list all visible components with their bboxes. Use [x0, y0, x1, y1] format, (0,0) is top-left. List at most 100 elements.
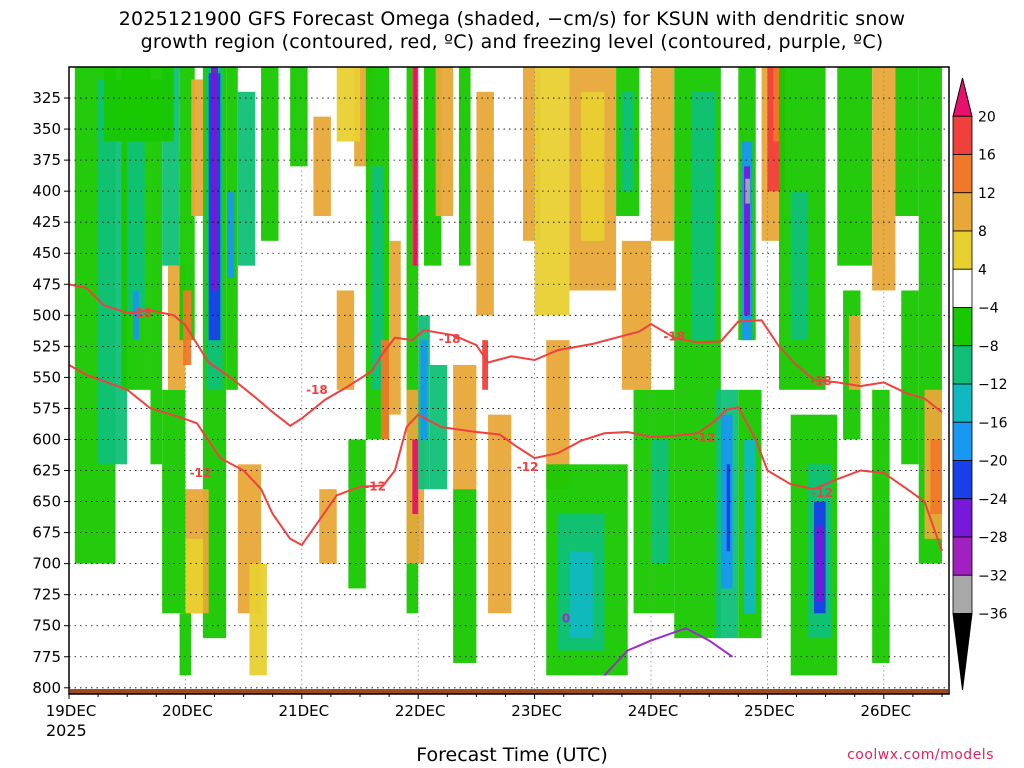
y-tick-label: 725 [32, 586, 61, 604]
omega-cell [435, 67, 454, 216]
y-tick-label: 625 [32, 462, 61, 480]
x-axis: 19DEC 20DEC 21DEC 22DEC 23DEC 24DEC 25DEC 26DEC [46, 694, 943, 720]
contour-label: -18 [810, 374, 832, 388]
contour-label: -12 [694, 431, 716, 445]
y-tick-label: 425 [32, 213, 61, 231]
contour-line [69, 364, 943, 552]
colorbar-label: −24 [978, 492, 1008, 508]
omega-cell [872, 67, 896, 291]
y-tick-label: 450 [32, 244, 61, 262]
x-tick-label: 22DEC [395, 702, 446, 720]
colorbar-swatch [952, 345, 973, 385]
omega-cell [872, 389, 890, 663]
plot-frame [68, 66, 950, 695]
y-tick-label: 525 [32, 337, 61, 355]
omega-cell [651, 67, 675, 241]
colorbar-arrow-bottom [952, 613, 973, 691]
omega-cell [389, 240, 401, 415]
y-tick-label: 575 [32, 399, 61, 417]
colorbar-swatch [952, 574, 973, 614]
ground-band [70, 689, 948, 694]
x-tick-label: 20DEC [162, 702, 213, 720]
omega-cell [103, 67, 174, 142]
omega-cell [482, 340, 489, 390]
contour-label: -18 [130, 306, 152, 320]
ground-surface [70, 689, 948, 694]
omega-cell [816, 526, 824, 601]
omega-cell [744, 166, 750, 316]
omega-cell [453, 364, 477, 490]
y-tick-label: 475 [32, 275, 61, 293]
colorbar-label: −32 [978, 568, 1008, 584]
contour-label: -18 [663, 329, 685, 343]
x-axis-year: 2025 [46, 721, 87, 740]
y-tick-label: 550 [32, 368, 61, 386]
omega-cell [185, 538, 203, 614]
colorbar-swatch [952, 192, 973, 232]
omega-cell [336, 290, 355, 390]
contour-line [69, 283, 943, 428]
omega-cell [895, 67, 919, 216]
y-tick-label: 500 [32, 306, 61, 324]
contours [69, 283, 943, 677]
omega-cell [179, 67, 195, 341]
omega-cell [458, 67, 471, 266]
contour-label: -12 [364, 480, 386, 494]
credit-link[interactable]: coolwx.com/models [847, 747, 994, 763]
omega-cell [313, 116, 331, 216]
chart-title: 2025121900 GFS Forecast Omega (shaded, −… [118, 8, 906, 53]
omega-cell [290, 67, 308, 167]
colorbar-label: 12 [978, 186, 996, 202]
x-tick-label: 26DEC [861, 702, 912, 720]
y-tick-label: 750 [32, 617, 61, 635]
omega-cell [413, 67, 418, 266]
contour-label: -12 [517, 460, 539, 474]
omega-cell [211, 67, 218, 291]
colorbar-label: 8 [978, 224, 987, 240]
y-tick-label: 325 [32, 89, 61, 107]
omega-cell [237, 91, 256, 266]
y-tick-label: 350 [32, 120, 61, 138]
x-tick-label: 24DEC [628, 702, 679, 720]
y-tick-label: 650 [32, 493, 61, 511]
y-tick-label: 400 [32, 182, 61, 200]
colorbar-label: −16 [978, 415, 1008, 431]
y-tick-label: 600 [32, 430, 61, 448]
colorbar-swatch [952, 536, 973, 576]
omega-cell [191, 79, 203, 216]
y-tick-label: 675 [32, 524, 61, 542]
omega-cell [429, 364, 448, 490]
omega-cell [348, 439, 366, 589]
omega-cell [901, 290, 919, 465]
omega-cell [773, 67, 782, 142]
omega-cell [744, 439, 756, 614]
colorbar-swatch [952, 230, 973, 270]
colorbar-swatch [952, 115, 973, 155]
omega-cell [371, 166, 384, 390]
omega-cell [261, 67, 279, 241]
omega-cell [150, 79, 163, 465]
x-axis-label: Forecast Time (UTC) [416, 744, 608, 766]
omega-cell [581, 91, 605, 241]
colorbar-label: 16 [978, 148, 996, 164]
omega-cell [127, 116, 145, 316]
y-tick-label: 375 [32, 151, 61, 169]
colorbar-swatch [952, 383, 973, 423]
colorbar-label: 4 [978, 262, 987, 278]
colorbar-swatch [952, 460, 973, 500]
x-tick-label: 23DEC [511, 702, 562, 720]
omega-cell [453, 489, 477, 663]
omega-cell [412, 439, 419, 514]
colorbar-label: −36 [978, 607, 1008, 623]
colorbar-label: −4 [978, 301, 999, 317]
omega-cell [476, 91, 494, 316]
x-tick-label: 21DEC [279, 702, 330, 720]
omega-cell [336, 67, 360, 142]
omega-cell [249, 563, 267, 676]
colorbar-label: −12 [978, 377, 1008, 393]
x-tick-label: 25DEC [744, 702, 795, 720]
colorbar-swatch [952, 154, 973, 194]
colorbar-swatch [952, 268, 973, 308]
omega-cell [546, 340, 570, 490]
